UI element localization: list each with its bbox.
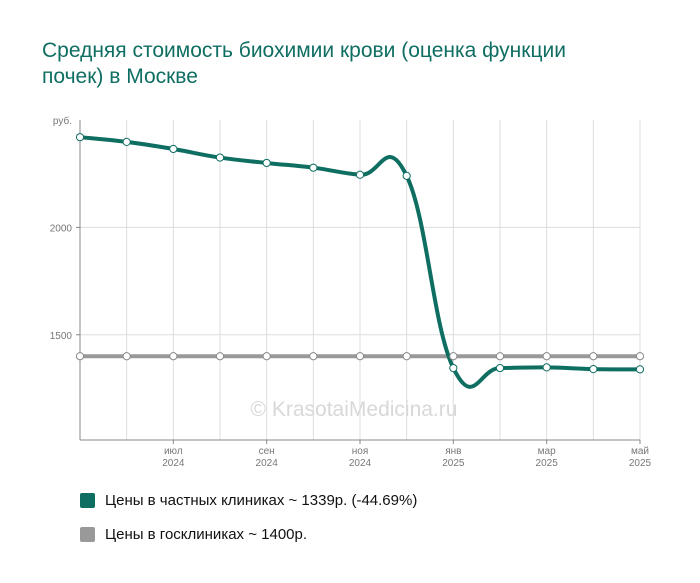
x-tick-label-month: янв [445, 446, 461, 457]
data-point-private [402, 171, 411, 180]
data-point-private [309, 163, 318, 172]
data-point-private [635, 365, 645, 374]
data-point-public [402, 352, 411, 361]
x-tick-label-year: 2024 [162, 458, 185, 469]
x-tick-label-year: 2025 [442, 458, 465, 469]
data-point-private [169, 144, 178, 154]
legend-swatch-private [80, 492, 95, 508]
x-tick-label-month: сен [259, 446, 275, 457]
x-tick-label-month: июл [164, 446, 183, 457]
data-point-private [355, 170, 365, 179]
data-point-private [215, 153, 225, 162]
legend-label-public: Цены в госклиниках ~ 1400р. [105, 525, 308, 543]
data-point-public [495, 352, 505, 361]
data-point-public [122, 352, 131, 361]
x-tick-label-month: ноя [352, 446, 369, 457]
series-line-private [78, 135, 642, 389]
data-point-public [542, 352, 551, 361]
legend-label-private: Цены в частных клиниках ~ 1339р. (-44.69… [105, 491, 418, 509]
chart-title: Средняя стоимость биохимии крови (оценка… [42, 39, 566, 88]
x-tick-label-year: 2024 [256, 458, 279, 469]
legend-swatch-public [80, 526, 95, 542]
data-point-public [309, 352, 318, 361]
legend-item-private[interactable]: Цены в частных клиниках ~ 1339р. (-44.69… [80, 489, 417, 511]
x-tick-label-month: мар [538, 446, 556, 457]
x-tick-label-year: 2025 [536, 458, 559, 469]
x-tick-label-year: 2024 [349, 458, 372, 469]
data-point-public [589, 352, 598, 361]
data-point-public [75, 352, 85, 361]
chart-legend: Цены в частных клиниках ~ 1339р. (-44.69… [80, 489, 417, 557]
data-point-public [169, 352, 178, 361]
data-point-public [355, 352, 365, 361]
legend-item-public[interactable]: Цены в госклиниках ~ 1400р. [80, 523, 417, 545]
data-point-public [449, 352, 458, 361]
x-tick-label-month: май [631, 446, 649, 457]
data-point-public [215, 352, 225, 361]
data-point-public [262, 352, 271, 361]
data-point-private [122, 137, 131, 147]
data-point-private [262, 158, 271, 168]
data-point-private [542, 363, 551, 372]
data-point-public [635, 352, 645, 361]
y-unit-label: руб. [53, 115, 72, 127]
data-point-private [75, 133, 85, 142]
y-tick-label: 2000 [50, 223, 73, 234]
data-point-private [449, 363, 458, 373]
watermark-text: © KrasotaiMedicina.ru [251, 398, 458, 421]
y-tick-label: 1500 [50, 331, 73, 342]
data-point-private [495, 363, 505, 373]
x-tick-label-year: 2025 [629, 458, 652, 469]
data-point-private [589, 365, 598, 374]
